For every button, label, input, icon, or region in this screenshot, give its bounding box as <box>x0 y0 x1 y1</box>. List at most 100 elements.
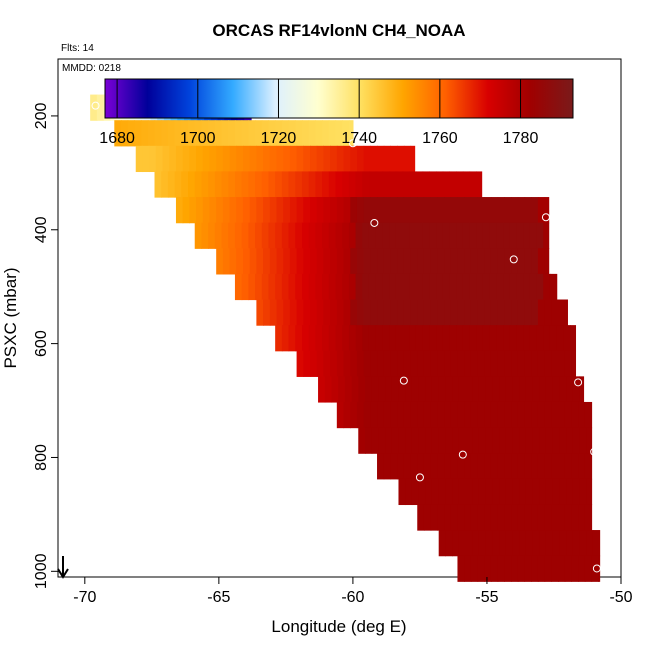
heatmap-cell <box>592 530 601 557</box>
heatmap-cell <box>523 222 531 249</box>
heatmap-cell <box>378 376 386 403</box>
heatmap-cell <box>423 401 432 429</box>
heatmap-cell <box>330 145 338 173</box>
heatmap-cell <box>348 325 357 352</box>
heatmap-cell <box>512 530 520 557</box>
heatmap-cell <box>499 427 507 454</box>
heatmap-cell <box>248 222 256 249</box>
heatmap-cell <box>397 401 405 429</box>
heatmap-cell <box>296 248 304 275</box>
heatmap-cell <box>438 427 446 454</box>
heatmap-cell <box>390 401 398 429</box>
heatmap-cell <box>571 350 577 377</box>
heatmap-cell <box>395 273 404 301</box>
heatmap-cell <box>417 350 425 377</box>
heatmap-cell <box>214 171 223 198</box>
heatmap-cell <box>539 376 547 403</box>
heatmap-cell <box>208 120 216 147</box>
heatmap-cell <box>222 248 231 275</box>
heatmap-cell <box>417 401 425 429</box>
heatmap-cell <box>477 197 485 224</box>
heatmap-cell <box>437 299 445 326</box>
heatmap-cell <box>470 504 479 531</box>
heatmap-cell <box>566 427 574 454</box>
heatmap-cell <box>167 171 176 198</box>
heatmap-cell <box>229 248 237 275</box>
heatmap-cell <box>436 171 444 198</box>
heatmap-cell <box>375 222 383 249</box>
heatmap-cell <box>415 273 424 301</box>
heatmap-cell <box>255 171 263 198</box>
heatmap-cell <box>531 350 539 377</box>
heatmap-cell <box>370 197 378 224</box>
heatmap-cell <box>356 401 365 429</box>
heatmap-cell <box>572 530 581 557</box>
heatmap-cell <box>452 478 460 506</box>
heatmap-cell <box>505 530 514 557</box>
heatmap-cell <box>255 273 263 301</box>
heatmap-cell <box>281 273 290 301</box>
heatmap-cell <box>208 171 216 198</box>
heatmap-cell <box>385 376 393 403</box>
heatmap-cell <box>531 401 539 429</box>
y-tick-label: 1000 <box>33 553 50 589</box>
heatmap-cell <box>323 248 331 275</box>
heatmap-cell <box>490 453 499 480</box>
heatmap-cell <box>578 555 586 582</box>
heatmap-cell <box>457 504 465 531</box>
heatmap-cell <box>330 197 338 224</box>
heatmap-cell <box>335 171 343 198</box>
heatmap-cell <box>323 145 331 173</box>
heatmap-cell <box>276 248 284 275</box>
heatmap-cell <box>511 350 519 377</box>
heatmap-cell <box>328 120 337 147</box>
heatmap-cell <box>437 197 445 224</box>
heatmap-cell <box>564 555 572 582</box>
flights-label: Flts: 14 <box>61 43 94 54</box>
heatmap-cell <box>348 273 357 301</box>
heatmap-cell <box>350 197 358 224</box>
heatmap-cell <box>175 197 184 224</box>
heatmap-cell <box>516 222 524 249</box>
heatmap-cell <box>552 530 560 557</box>
heatmap-cell <box>356 197 365 224</box>
heatmap-cell <box>201 120 209 147</box>
heatmap-cell <box>268 171 276 198</box>
heatmap-cell <box>405 427 413 454</box>
heatmap-cell <box>469 273 477 301</box>
heatmap-cell <box>525 376 534 403</box>
heatmap-cell <box>403 197 412 224</box>
heatmap-cell <box>431 376 440 403</box>
heatmap-cell <box>415 171 424 198</box>
heatmap-cell <box>517 248 526 275</box>
heatmap-cell <box>310 350 318 377</box>
heatmap-cell <box>288 273 296 301</box>
heatmap-cell <box>371 376 379 403</box>
heatmap-cell <box>519 376 527 403</box>
heatmap-cell <box>222 197 231 224</box>
heatmap-cell <box>504 299 512 326</box>
heatmap-cell <box>438 530 446 557</box>
heatmap-cell <box>322 120 330 147</box>
heatmap-cell <box>586 427 593 454</box>
colorbar-tick-label: 1720 <box>261 130 297 147</box>
heatmap-cell <box>444 197 452 224</box>
heatmap-cell <box>221 222 229 249</box>
x-axis: -70 -65 -60 -55 -50 <box>73 577 633 606</box>
heatmap-cell <box>301 222 310 249</box>
heatmap-cell <box>236 248 244 275</box>
heatmap-cell <box>395 171 404 198</box>
heatmap-cell <box>249 248 257 275</box>
heatmap-cell <box>559 427 567 454</box>
heatmap-cell <box>552 478 560 506</box>
heatmap-cell <box>308 273 316 301</box>
heatmap-cell <box>509 273 518 301</box>
heatmap-cell <box>584 453 593 480</box>
heatmap-cell <box>478 376 487 403</box>
heatmap-cell <box>114 120 122 147</box>
heatmap-cell <box>456 325 464 352</box>
heatmap-cell <box>543 325 551 352</box>
heatmap-cell <box>539 478 547 506</box>
heatmap-cell <box>283 197 291 224</box>
